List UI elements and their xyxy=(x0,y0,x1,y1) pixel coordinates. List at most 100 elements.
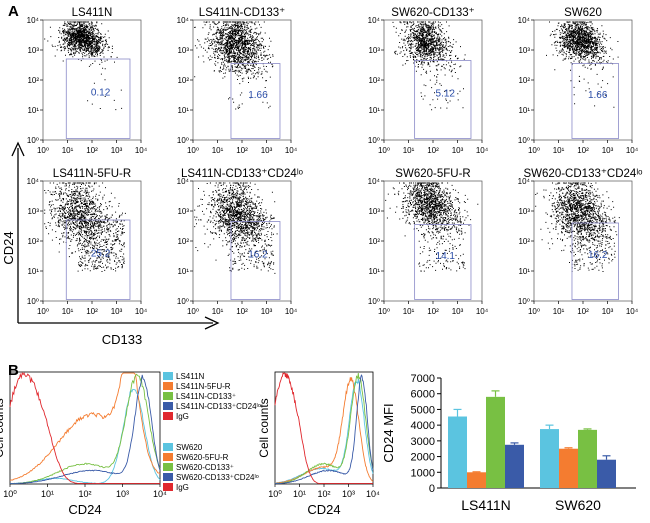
x-tick-label: 10⁰ xyxy=(528,307,540,316)
x-tick-label: 10⁰ xyxy=(37,146,49,155)
legend-swatch xyxy=(163,412,173,420)
y-tick-label: 10¹ xyxy=(27,106,39,115)
x-tick-label: 10² xyxy=(236,307,248,316)
hist-ylabel: Cell counts xyxy=(0,398,6,457)
x-tick-label: 10³ xyxy=(602,307,614,316)
y-tick-label: 10³ xyxy=(177,207,189,216)
y-tick-label: 10³ xyxy=(518,207,530,216)
cd133-arrowhead xyxy=(204,316,220,330)
y-tick-label: 10² xyxy=(27,76,39,85)
x-tick-label: 10² xyxy=(427,146,439,155)
legend-swatch xyxy=(163,473,173,481)
gate-percentage: 16.2 xyxy=(588,250,608,261)
gate-percentage: 0.12 xyxy=(91,87,111,98)
gate-percentage: 1.66 xyxy=(248,90,268,101)
y-tick-label: 10³ xyxy=(368,207,380,216)
hist-series-line xyxy=(275,374,374,484)
dotplot-title: SW620 xyxy=(564,7,602,19)
cd24-arrowhead xyxy=(11,141,25,157)
legend-label: LS411N-CD133⁺ xyxy=(176,392,236,401)
cd24-mfi-bar-chart: 0 1000 2000 3000 4000 5000 6000 7000 CD24 MFI LS4… xyxy=(381,373,636,513)
x-tick-label: 10² xyxy=(86,307,98,316)
y-tick-label: 10² xyxy=(177,237,189,246)
dotplot-events xyxy=(194,182,278,274)
legend-swatch xyxy=(163,372,173,380)
x-tick-label: 10⁴ xyxy=(626,307,639,316)
x-tick-label: 10⁴ xyxy=(135,307,148,316)
legend-swatch xyxy=(163,483,173,491)
panel-a-label: A xyxy=(8,3,19,20)
gate-box xyxy=(65,58,131,139)
y-tick-label: 10⁴ xyxy=(177,177,190,186)
dotplot-title: SW620-5FU-R xyxy=(395,168,470,180)
x-tick-label: 10⁰ xyxy=(187,146,199,155)
dotplot-grid: LS411N0.1210⁰10⁰10¹10¹10²10²10³10³10⁴10⁴… xyxy=(27,7,643,316)
gate-box xyxy=(230,63,281,139)
bar xyxy=(559,448,578,488)
legend-swatch xyxy=(163,402,173,410)
x-tick-label: 10¹ xyxy=(212,146,224,155)
y-tick-label: 2000 xyxy=(411,452,435,464)
x-tick-label: 10⁴ xyxy=(135,146,148,155)
dotplot-xlabel: CD133 xyxy=(102,332,142,347)
bar xyxy=(448,416,467,488)
x-tick-label: 10³ xyxy=(116,489,129,499)
x-tick-label: 10⁰ xyxy=(378,307,390,316)
x-tick-label: 10¹ xyxy=(293,489,306,499)
x-tick-label: 10⁴ xyxy=(285,307,298,316)
dotplot-ylabel: CD24 xyxy=(1,231,16,264)
category-label: SW620 xyxy=(555,497,601,513)
bar xyxy=(540,429,559,488)
gate-box xyxy=(65,219,131,300)
x-tick-label: 10³ xyxy=(111,307,123,316)
gate-percentage: 14.1 xyxy=(436,251,456,262)
x-tick-label: 10³ xyxy=(111,146,123,155)
x-tick-label: 10¹ xyxy=(553,307,565,316)
bar xyxy=(505,444,524,488)
y-tick-label: 0 xyxy=(429,483,435,495)
hist-series-line xyxy=(9,371,160,484)
y-tick-label: 10⁴ xyxy=(518,177,531,186)
bar xyxy=(486,396,505,488)
hist-ylabel: Cell counts xyxy=(257,398,271,457)
gate-box xyxy=(414,60,472,139)
panel-b-label: B xyxy=(8,362,19,379)
hist-series-line xyxy=(10,388,161,484)
x-tick-label: 10¹ xyxy=(403,307,415,316)
dotplot-title: LS411N-CD133⁺CD24ˡᵒ xyxy=(181,168,304,180)
x-tick-label: 10² xyxy=(577,146,589,155)
y-tick-label: 10² xyxy=(518,76,530,85)
y-tick-label: 4000 xyxy=(411,420,435,432)
y-tick-label: 10¹ xyxy=(518,267,530,276)
bar xyxy=(597,459,616,488)
gate-box xyxy=(571,222,619,300)
y-tick-label: 10⁴ xyxy=(518,16,531,25)
y-tick-label: 10⁰ xyxy=(177,297,189,306)
x-tick-label: 10¹ xyxy=(62,146,74,155)
y-tick-label: 10⁴ xyxy=(177,16,190,25)
legend-label: SW620-5FU-R xyxy=(176,453,229,462)
hist-xlabel: CD24 xyxy=(307,502,340,517)
y-tick-label: 10² xyxy=(368,76,380,85)
x-tick-label: 10⁰ xyxy=(378,146,390,155)
legend-label: IgG xyxy=(176,483,189,492)
legend-label: SW620-CD133⁺CD24ˡᵒ xyxy=(176,473,259,482)
dotplot-events xyxy=(392,21,466,111)
y-tick-label: 10² xyxy=(368,237,380,246)
x-tick-label: 10⁴ xyxy=(626,146,639,155)
y-tick-label: 10⁰ xyxy=(27,297,39,306)
legend-label: LS411N-5FU-R xyxy=(176,382,231,391)
bar xyxy=(578,429,597,488)
x-tick-label: 10³ xyxy=(261,146,273,155)
dotplot-title: SW620-CD133⁺ xyxy=(391,7,474,19)
x-tick-label: 10² xyxy=(78,489,91,499)
x-tick-label: 10⁰ xyxy=(37,307,49,316)
x-tick-label: 10¹ xyxy=(553,146,565,155)
dotplot-frame xyxy=(192,180,292,302)
